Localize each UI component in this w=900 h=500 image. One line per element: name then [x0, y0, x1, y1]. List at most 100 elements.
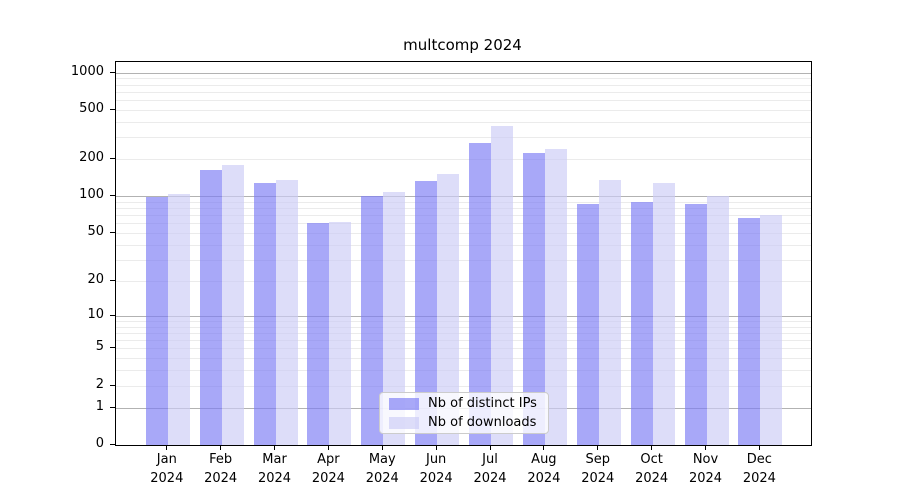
minor-gridline [116, 122, 811, 123]
minor-gridline [116, 348, 811, 350]
major-gridline [116, 196, 811, 198]
x-tick-mark [758, 445, 760, 450]
x-tick-month: Jul [482, 452, 498, 467]
x-tick-label: Oct 2024 [620, 450, 684, 488]
minor-gridline [116, 340, 811, 342]
bar-downloads-sep [598, 180, 621, 445]
legend-label-distinct-ips: Nb of distinct IPs [428, 396, 537, 411]
minor-gridline [116, 91, 811, 93]
legend: Nb of distinct IPs Nb of downloads [379, 392, 549, 434]
x-tick-year: 2024 [581, 471, 615, 486]
x-tick-label: Jul 2024 [458, 450, 522, 488]
x-tick-month: Nov [692, 452, 719, 467]
bar-ips-jun [415, 181, 438, 445]
x-tick-month: Jan [156, 452, 177, 467]
x-tick-year: 2024 [204, 471, 238, 486]
y-tick-mark [110, 195, 115, 197]
x-tick-mark [327, 445, 329, 450]
x-tick-label: May 2024 [350, 450, 414, 488]
y-tick-mark [110, 384, 115, 386]
x-tick-mark [166, 445, 168, 450]
x-tick-mark [220, 445, 222, 450]
minor-gridline [116, 244, 811, 246]
y-tick-label: 5 [95, 339, 104, 355]
x-tick-month: Dec [746, 452, 772, 467]
x-tick-label: Jun 2024 [404, 450, 468, 488]
minor-gridline [116, 259, 811, 261]
major-gridline [116, 315, 811, 317]
x-tick-mark [381, 445, 383, 450]
y-tick-label: 50 [87, 224, 104, 240]
y-tick-mark [110, 406, 115, 408]
x-tick-year: 2024 [742, 471, 776, 486]
x-tick-label: Mar 2024 [243, 450, 307, 488]
minor-gridline [116, 201, 811, 203]
bar-ips-jan [145, 197, 168, 445]
minor-gridline [116, 215, 811, 217]
minor-gridline [116, 223, 811, 225]
bar-ips-apr [307, 223, 330, 445]
bar-downloads-aug [544, 149, 567, 445]
bars-layer [116, 62, 811, 445]
x-tick-label: Apr 2024 [296, 450, 360, 488]
minor-gridline [116, 159, 811, 161]
minor-gridline [116, 370, 811, 372]
x-tick-month: Aug [531, 452, 557, 467]
x-tick-month: Sep [585, 452, 610, 467]
minor-gridline [116, 78, 811, 80]
y-tick-mark [110, 347, 115, 349]
legend-label-downloads: Nb of downloads [428, 415, 537, 430]
y-tick-label: 2 [95, 376, 104, 392]
x-tick-year: 2024 [311, 471, 345, 486]
x-tick-label: Aug 2024 [512, 450, 576, 488]
y-tick-label: 10 [87, 306, 104, 322]
x-tick-year: 2024 [635, 471, 669, 486]
bar-ips-feb [199, 170, 222, 445]
bar-downloads-dec [760, 214, 783, 445]
x-tick-year: 2024 [150, 471, 184, 486]
x-tick-year: 2024 [473, 471, 507, 486]
bar-ips-dec [738, 218, 761, 445]
x-tick-mark [435, 445, 437, 450]
x-tick-year: 2024 [365, 471, 399, 486]
y-tick-label: 200 [79, 150, 104, 166]
gridlines-layer [116, 62, 811, 445]
y-tick-mark [110, 71, 115, 73]
y-tick-mark [110, 232, 115, 234]
bar-ips-nov [684, 203, 707, 445]
x-tick-year: 2024 [688, 471, 723, 486]
x-tick-month: Feb [209, 452, 233, 467]
y-tick-mark [110, 314, 115, 316]
minor-gridline [116, 280, 811, 282]
bar-ips-mar [253, 183, 276, 445]
y-tick-mark [110, 444, 115, 445]
x-tick-mark [597, 445, 599, 450]
chart-title: multcomp 2024 [403, 36, 522, 54]
x-tick-month: Mar [262, 452, 287, 467]
minor-gridline [116, 137, 811, 139]
minor-gridline [116, 326, 811, 328]
plot-area [115, 61, 812, 446]
x-tick-month: Apr [317, 452, 340, 467]
y-tick-mark [110, 109, 115, 110]
bar-ips-aug [522, 153, 545, 445]
x-tick-label: Dec 2024 [727, 450, 791, 488]
x-tick-mark [651, 445, 653, 450]
x-tick-year: 2024 [419, 471, 453, 486]
x-tick-mark [705, 445, 706, 450]
bar-downloads-apr [329, 221, 352, 445]
minor-gridline [116, 100, 811, 102]
bar-ips-may [361, 196, 384, 445]
bar-ips-jul [469, 142, 492, 445]
x-tick-label: Nov 2024 [674, 450, 738, 488]
x-tick-month: Oct [640, 452, 663, 467]
y-tick-label: 20 [87, 271, 104, 287]
y-tick-label: 0 [95, 436, 104, 451]
y-tick-mark [110, 158, 115, 160]
x-tick-year: 2024 [527, 471, 561, 486]
bar-downloads-mar [275, 180, 298, 445]
bar-downloads-jun [437, 173, 460, 445]
minor-gridline [116, 385, 811, 387]
minor-gridline [116, 110, 811, 111]
